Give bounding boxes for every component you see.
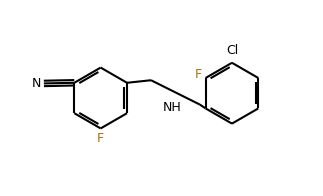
Text: N: N	[32, 77, 41, 90]
Text: Cl: Cl	[226, 44, 238, 57]
Text: F: F	[97, 132, 104, 145]
Text: F: F	[195, 68, 202, 81]
Text: NH: NH	[163, 101, 182, 114]
